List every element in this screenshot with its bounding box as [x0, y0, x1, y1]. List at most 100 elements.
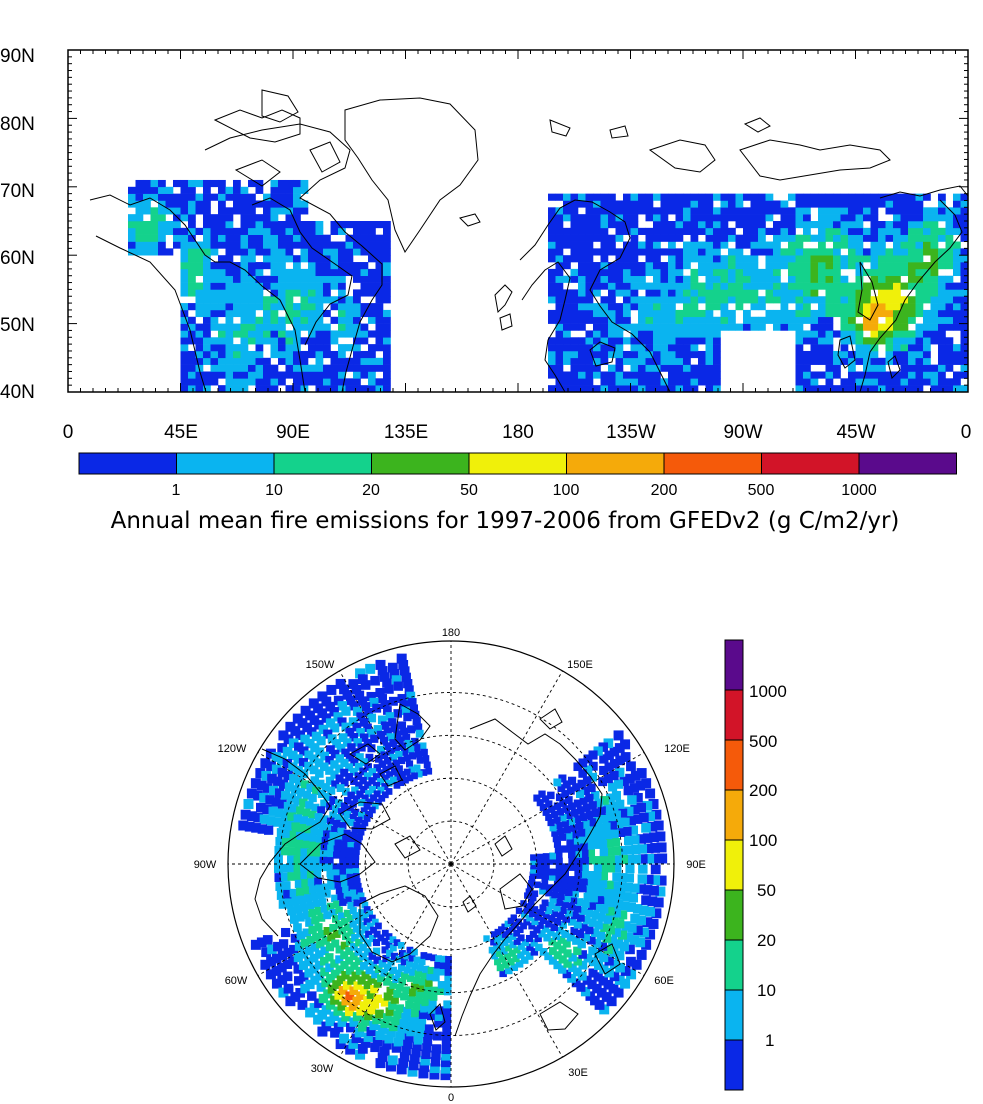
fire-cell	[310, 776, 320, 785]
fire-cell	[573, 815, 582, 824]
fire-cell	[750, 323, 759, 331]
fire-cell	[501, 939, 509, 947]
fire-cell	[255, 221, 264, 229]
fire-cell	[818, 241, 826, 249]
fire-cell	[885, 371, 894, 379]
fire-cell	[360, 350, 369, 359]
fire-cell	[555, 303, 564, 311]
fire-cell	[628, 893, 639, 903]
fire-cell	[350, 777, 358, 785]
fire-cell	[307, 991, 317, 1001]
fire-cell	[593, 385, 601, 392]
fire-cell	[810, 275, 819, 283]
fire-cell	[533, 794, 541, 802]
fire-cell	[407, 1021, 417, 1030]
fire-cell	[317, 1009, 328, 1020]
fire-cell	[953, 289, 961, 297]
fire-cell	[585, 385, 594, 392]
fire-cell	[273, 855, 283, 864]
fire-cell	[563, 234, 571, 242]
fire-cell	[188, 303, 196, 311]
fire-cell	[504, 952, 512, 960]
fire-cell	[953, 241, 961, 249]
fire-cell	[403, 966, 411, 974]
fire-cell	[597, 887, 606, 897]
fire-cell	[537, 909, 544, 917]
fire-cell	[270, 316, 279, 324]
fire-cell	[938, 255, 946, 263]
fire-cell	[870, 214, 879, 222]
fire-cell	[348, 1001, 358, 1011]
fire-cell	[383, 221, 391, 229]
fire-cell	[218, 337, 226, 345]
fire-cell	[638, 378, 646, 386]
fire-cell	[293, 227, 301, 235]
fire-cell	[293, 385, 301, 392]
fire-cell	[340, 951, 349, 960]
fire-cell	[620, 901, 630, 911]
fire-cell	[945, 221, 954, 229]
fire-cell	[353, 378, 361, 386]
fire-cell	[393, 681, 403, 691]
fire-cell	[379, 736, 388, 745]
fire-cell	[554, 846, 562, 854]
fire-cell	[263, 385, 271, 392]
fire-cell	[840, 378, 849, 386]
fire-cell	[675, 296, 684, 304]
fire-cell	[308, 248, 316, 256]
fire-cell	[285, 241, 294, 249]
fire-cell	[355, 668, 366, 679]
fire-cell	[315, 950, 324, 959]
fire-cell	[158, 200, 166, 208]
fire-cell	[599, 964, 609, 974]
fire-cell	[698, 323, 706, 331]
fire-cell	[915, 207, 924, 215]
fire-cell	[953, 296, 961, 304]
fire-cell	[593, 227, 601, 235]
fire-cell	[240, 309, 249, 318]
fire-cell	[421, 1049, 431, 1059]
fire-cell	[728, 248, 736, 256]
fire-cell	[288, 750, 298, 761]
fire-cell	[416, 1023, 426, 1032]
fire-cell	[870, 227, 879, 235]
fire-cell	[317, 806, 326, 815]
fire-cell	[368, 350, 376, 359]
fire-cell	[705, 268, 714, 277]
fire-cell	[298, 758, 308, 768]
fire-cell	[195, 268, 204, 277]
fire-cell	[385, 779, 393, 787]
fire-cell	[143, 179, 151, 188]
fire-cell	[641, 823, 651, 833]
fire-cell	[613, 730, 624, 741]
fire-cell	[848, 241, 856, 249]
fire-cell	[310, 743, 320, 753]
fire-cell	[233, 200, 241, 208]
lon-label: 180	[502, 422, 534, 443]
fire-cell	[188, 357, 196, 365]
fire-cell	[263, 378, 271, 386]
fire-cell	[705, 316, 714, 324]
fire-cell	[353, 227, 361, 235]
fire-cell	[750, 275, 759, 283]
colorbar-label: 1	[765, 1031, 774, 1050]
fire-cell	[599, 871, 609, 881]
fire-cell	[357, 976, 366, 985]
fire-cell	[728, 282, 736, 290]
fire-cell	[143, 241, 151, 249]
fire-cell	[375, 248, 384, 256]
fire-cell	[535, 872, 543, 879]
fire-cell	[349, 952, 358, 961]
fire-cell	[287, 906, 297, 916]
fire-cell	[273, 941, 283, 952]
fire-cell	[370, 1042, 380, 1053]
fire-cell	[315, 255, 324, 263]
fire-cell	[333, 875, 341, 883]
fire-cell	[788, 227, 796, 235]
fire-cell	[337, 717, 347, 727]
fire-cell	[780, 296, 789, 304]
fire-cell	[240, 268, 249, 277]
fire-cell	[758, 248, 766, 256]
fire-cell	[615, 962, 625, 973]
fire-cell	[960, 296, 968, 304]
